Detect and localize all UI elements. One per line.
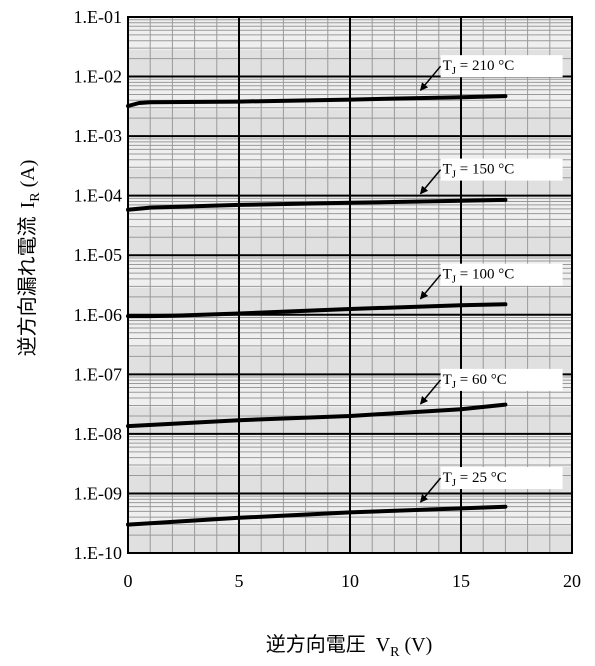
series-label-subscript: J [452,65,457,77]
series-label-background [440,55,563,78]
series-line [126,402,508,429]
series-label: TJ = 210 °C [419,55,563,91]
y-tick-label: 1.E-01 [74,7,123,27]
y-axis-title-subscript: R [28,192,43,202]
series-label-symbol: T [443,58,452,74]
series-label-arrow [419,65,442,91]
series-label-subscript: J [452,169,457,181]
series-label-subscript: J [452,477,457,489]
series-label: TJ = 100 °C [419,263,563,300]
tick-labels: 1.E-10 1.E-09 1.E-08 1.E-07 1.E-06 1.E-05 1.E-… [74,7,582,591]
y-tick-label: 1.E-05 [74,245,123,265]
series-line [126,94,508,108]
y-axis-title-symbol: I [17,202,39,209]
series-label-value: = 60 °C [456,372,507,388]
series-labels: TJ = 210 °CTJ = 150 °CTJ = 100 °CTJ = 60… [419,55,563,503]
x-tick-label: 10 [341,571,359,591]
y-axis-title: 逆方向漏れ電流 IR (A) [16,160,43,357]
x-axis-title-subscript: R [390,645,400,660]
series-label-symbol: T [443,162,452,178]
series-label-background [440,158,563,181]
series-label-symbol: T [443,372,452,388]
y-tick-label: 1.E-06 [74,305,123,325]
series-label-arrow [419,169,442,195]
x-tick-label: 20 [563,571,581,591]
series-label-text: TJ = 60 °C [443,372,507,391]
series-layer [126,94,508,527]
y-tick-label: 1.E-09 [74,483,123,503]
y-tick-label: 1.E-08 [74,424,123,444]
series-label-background [440,368,563,391]
series-label-subscript: J [452,379,457,391]
y-tick-label: 1.E-10 [74,543,123,563]
series-label-value: = 150 °C [456,162,514,178]
x-axis-title-symbol: V [376,634,391,656]
y-tick-label: 1.E-04 [74,186,123,206]
y-axis-title-prefix: 逆方向漏れ電流 [16,216,39,356]
x-tick-label: 0 [124,571,133,591]
series-line [126,197,508,212]
series-label-symbol: T [443,267,452,283]
y-tick-label: 1.E-07 [74,364,123,384]
x-axis-title-unit: (V) [400,634,433,656]
series-label-subscript: J [452,274,457,286]
x-tick-label: 5 [235,571,244,591]
series-label-background [440,263,563,286]
x-axis-title: 逆方向電圧 VR (V) [266,633,433,660]
series-label: TJ = 60 °C [419,368,563,405]
series-label-text: TJ = 25 °C [443,470,507,489]
series-label-arrow [419,477,442,503]
series-label-value: = 210 °C [456,58,514,74]
series-label-text: TJ = 210 °C [443,58,515,77]
y-tick-label: 1.E-02 [74,67,123,87]
y-tick-label: 1.E-03 [74,126,123,146]
plot-frame [127,16,573,554]
series-line [126,504,508,527]
series-label-arrow [419,379,442,405]
series-label-value: = 100 °C [456,267,514,283]
x-tick-label: 15 [452,571,470,591]
series-label: TJ = 150 °C [419,158,563,195]
y-axis-title-unit: (A) [17,160,39,193]
major-grid [127,16,573,554]
series-label-text: TJ = 150 °C [443,162,515,181]
series-label-background [440,467,563,490]
x-axis-title-prefix: 逆方向電圧 [266,633,366,656]
series-label-arrow [419,274,442,300]
series-label-value: = 25 °C [456,470,507,486]
series-label-symbol: T [443,470,452,486]
series-label-text: TJ = 100 °C [443,267,515,286]
series-label: TJ = 25 °C [419,467,563,503]
series-line [126,302,508,319]
